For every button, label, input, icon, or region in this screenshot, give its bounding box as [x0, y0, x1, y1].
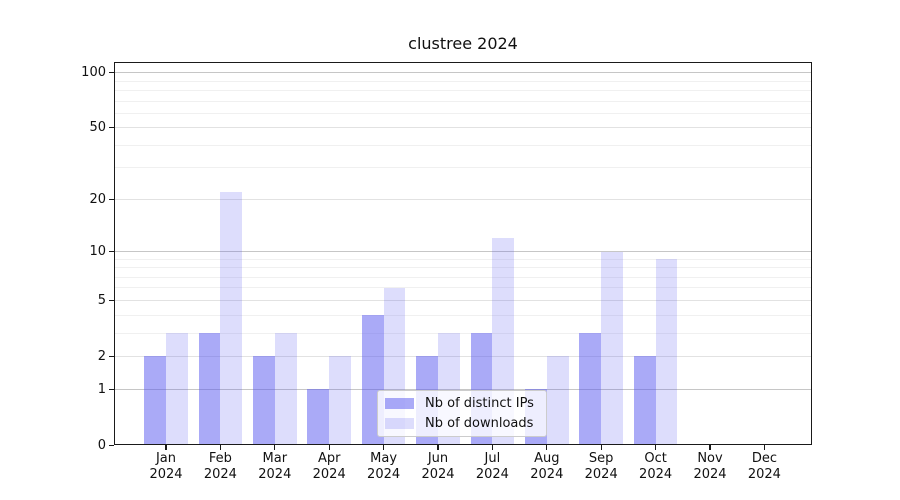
- y-tick-0: [109, 444, 114, 446]
- x-tick-label-oct: Oct 2024: [639, 451, 673, 482]
- bar-downloads-apr: [329, 356, 351, 445]
- bar-distinct-ips-apr: [307, 389, 330, 445]
- plot-frame: [114, 62, 812, 445]
- legend-swatch-downloads: [385, 418, 414, 429]
- x-tick-sep: [600, 445, 602, 450]
- bar-distinct-ips-mar: [253, 356, 275, 445]
- y-tick-5: [109, 299, 114, 302]
- x-tick-nov: [709, 445, 711, 450]
- gridline-minor-30: [114, 167, 812, 169]
- y-tick-20: [109, 198, 114, 201]
- gridline-major-1: [114, 388, 812, 390]
- x-tick-label-jul: Jul 2024: [475, 451, 509, 482]
- bar-downloads-sep: [601, 251, 623, 445]
- bar-distinct-ips-jan: [144, 356, 166, 445]
- bar-distinct-ips-sep: [579, 333, 602, 445]
- gridline-major-100: [114, 72, 812, 74]
- gridline-2: [114, 355, 812, 357]
- legend-label-distinct-ips: Nb of distinct IPs: [425, 396, 534, 411]
- gridline-minor-7: [114, 276, 812, 278]
- gridline-minor-6: [114, 287, 812, 289]
- bar-downloads-mar: [274, 333, 297, 445]
- y-tick-label-5: 5: [97, 292, 106, 308]
- y-tick-label-100: 100: [81, 65, 106, 81]
- legend-swatch-distinct-ips: [385, 398, 414, 409]
- legend-item-distinct-ips: Nb of distinct IPs: [385, 395, 546, 412]
- chart-legend: Nb of distinct IPs Nb of downloads: [377, 390, 547, 437]
- gridline-major-10: [114, 251, 812, 252]
- bar-distinct-ips-oct: [633, 356, 656, 445]
- y-tick-2: [109, 355, 114, 358]
- x-tick-label-jan: Jan 2024: [149, 451, 183, 482]
- gridline-minor-60: [114, 112, 812, 114]
- x-tick-label-mar: Mar 2024: [258, 451, 292, 482]
- x-tick-label-nov: Nov 2024: [693, 451, 727, 482]
- bar-downloads-feb: [220, 191, 243, 445]
- gridline-5: [114, 299, 812, 301]
- x-tick-mar: [274, 445, 276, 450]
- gridline-50: [114, 127, 812, 129]
- x-tick-label-aug: Aug 2024: [530, 451, 564, 482]
- bar-downloads-aug: [546, 356, 569, 445]
- x-tick-apr: [328, 445, 330, 450]
- x-tick-aug: [546, 445, 548, 450]
- legend-item-downloads: Nb of downloads: [385, 415, 546, 432]
- x-tick-label-jun: Jun 2024: [421, 451, 455, 482]
- y-tick-10: [109, 251, 114, 253]
- y-tick-label-50: 50: [89, 120, 106, 136]
- gridline-minor-40: [114, 144, 812, 146]
- gridline-minor-8: [114, 267, 812, 269]
- y-tick-100: [109, 72, 114, 74]
- x-tick-jul: [491, 445, 493, 450]
- x-tick-label-feb: Feb 2024: [203, 451, 237, 482]
- x-tick-jun: [437, 445, 439, 450]
- bar-downloads-jan: [166, 333, 188, 445]
- y-tick-label-2: 2: [97, 348, 106, 364]
- y-tick-label-10: 10: [89, 244, 106, 259]
- gridline-minor-4: [114, 314, 812, 316]
- bar-downloads-oct: [655, 259, 678, 445]
- x-tick-dec: [763, 445, 765, 450]
- gridline-20: [114, 198, 812, 200]
- gridline-minor-9: [114, 258, 812, 260]
- x-tick-may: [383, 445, 385, 450]
- x-tick-label-sep: Sep 2024: [584, 451, 618, 482]
- gridline-minor-3: [114, 332, 812, 334]
- x-tick-oct: [655, 445, 657, 450]
- y-tick-label-0: 0: [97, 437, 106, 453]
- bar-distinct-ips-feb: [198, 333, 221, 445]
- gridline-minor-80: [114, 89, 812, 91]
- y-tick-label-20: 20: [89, 191, 106, 207]
- gridline-minor-70: [114, 100, 812, 102]
- x-tick-label-may: May 2024: [367, 451, 401, 482]
- y-tick-1: [109, 388, 114, 390]
- y-tick-50: [109, 127, 114, 129]
- x-tick-jan: [165, 445, 167, 450]
- gridline-minor-90: [114, 80, 812, 82]
- y-tick-label-1: 1: [97, 381, 106, 397]
- legend-label-downloads: Nb of downloads: [425, 416, 534, 431]
- x-tick-label-dec: Dec 2024: [747, 451, 781, 482]
- chart-title: clustree 2024: [408, 34, 518, 53]
- x-tick-label-apr: Apr 2024: [312, 451, 346, 482]
- x-tick-feb: [219, 445, 221, 450]
